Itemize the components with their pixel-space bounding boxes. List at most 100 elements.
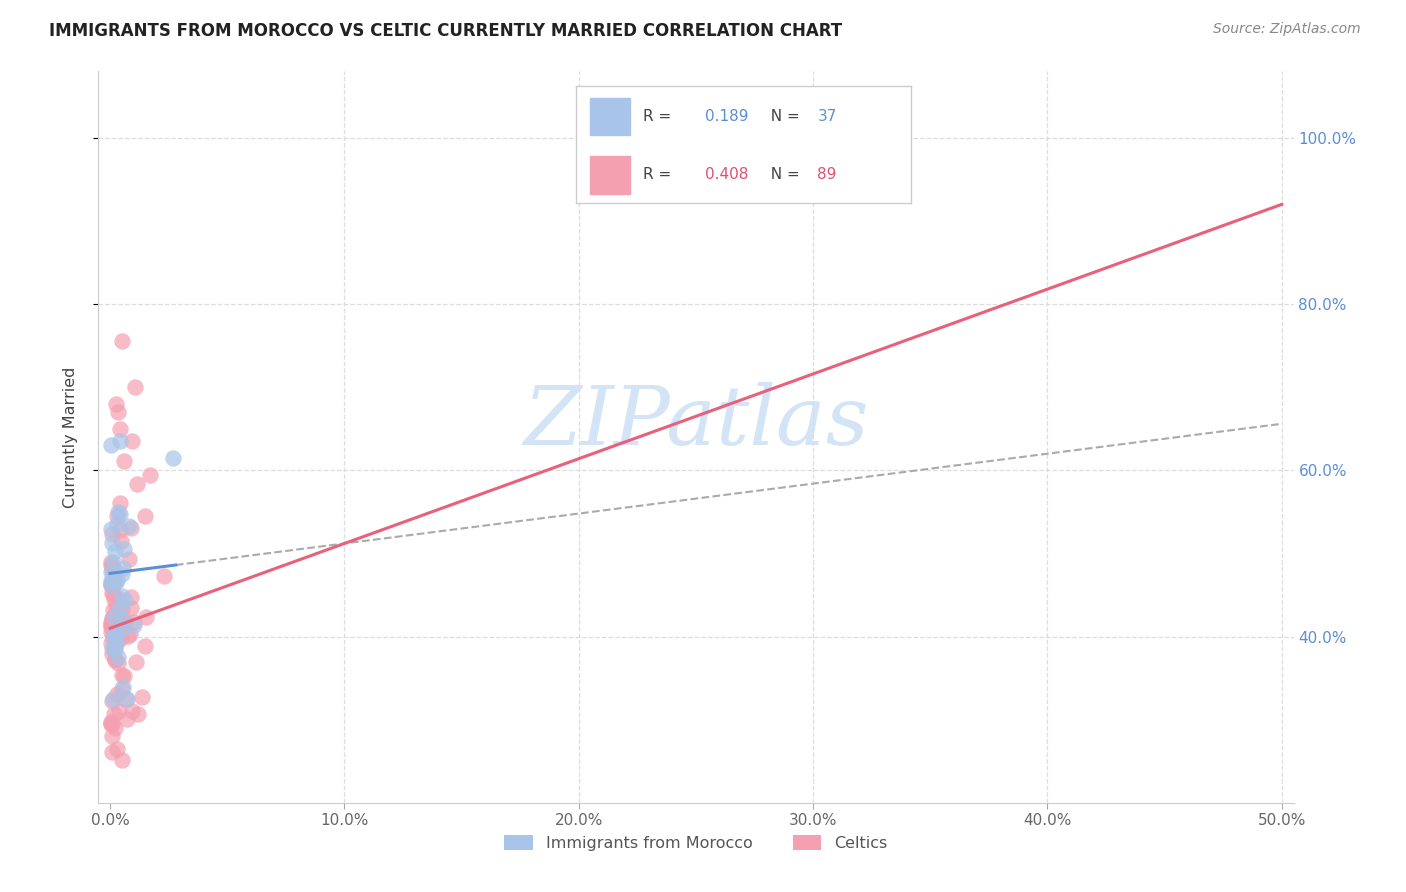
Point [111, 603, 134, 617]
Point [107, 705, 129, 719]
Point [112, 680, 135, 694]
Point [110, 611, 132, 625]
Point [104, 607, 127, 621]
Point [122, 615, 145, 629]
Point [107, 650, 129, 665]
Point [111, 589, 134, 603]
Point [135, 610, 157, 624]
Point [101, 587, 124, 601]
Point [101, 647, 124, 661]
Point [110, 612, 132, 626]
Point [100, 642, 122, 657]
Point [117, 629, 139, 643]
Point [101, 536, 124, 550]
Point [101, 632, 124, 646]
Point [103, 706, 125, 721]
Point [105, 619, 128, 633]
Point [134, 639, 156, 653]
Point [107, 405, 129, 419]
Point [112, 541, 135, 556]
Point [112, 561, 135, 575]
Point [101, 610, 124, 624]
Point [100, 558, 122, 573]
Point [162, 450, 184, 465]
Point [101, 629, 124, 643]
Point [118, 552, 141, 566]
Point [103, 692, 125, 706]
Point [118, 627, 141, 641]
Point [120, 600, 142, 615]
Point [112, 669, 135, 683]
Point [104, 564, 127, 578]
Point [104, 544, 127, 558]
Point [124, 380, 146, 394]
Point [104, 574, 127, 589]
Point [104, 635, 127, 649]
Point [101, 562, 124, 576]
Point [114, 593, 136, 607]
Point [101, 693, 124, 707]
Point [101, 585, 124, 599]
Point [103, 555, 125, 569]
Point [100, 716, 122, 731]
Point [111, 567, 134, 582]
Text: ZIPatlas: ZIPatlas [523, 383, 869, 462]
Point [717, 132, 740, 146]
Point [111, 753, 134, 767]
Point [122, 617, 145, 632]
Point [101, 611, 124, 625]
Point [127, 707, 149, 722]
Point [121, 704, 143, 718]
Point [120, 591, 142, 605]
Point [108, 592, 131, 607]
Point [152, 568, 174, 582]
Point [100, 574, 122, 589]
Point [100, 578, 122, 592]
Point [118, 519, 141, 533]
Y-axis label: Currently Married: Currently Married [63, 367, 77, 508]
Point [101, 745, 124, 759]
Point [100, 715, 122, 730]
Text: Source: ZipAtlas.com: Source: ZipAtlas.com [1213, 22, 1361, 37]
Point [111, 334, 134, 349]
Point [103, 642, 125, 657]
Point [100, 620, 122, 634]
Point [107, 505, 129, 519]
Point [125, 655, 148, 669]
Point [104, 625, 127, 640]
Point [111, 620, 134, 634]
Point [139, 467, 162, 482]
Point [103, 608, 125, 623]
Point [100, 438, 122, 452]
Point [105, 688, 128, 702]
Point [100, 555, 122, 569]
Point [101, 717, 124, 731]
Point [110, 632, 132, 646]
Point [101, 602, 124, 616]
Point [104, 652, 127, 666]
Legend: Immigrants from Morocco, Celtics: Immigrants from Morocco, Celtics [498, 828, 894, 857]
Point [105, 517, 128, 532]
Point [101, 568, 124, 582]
Point [108, 599, 131, 614]
Point [112, 453, 135, 467]
Point [115, 712, 138, 726]
Point [131, 690, 153, 705]
Point [111, 618, 134, 632]
Point [104, 641, 127, 656]
Point [115, 692, 138, 706]
Point [100, 565, 122, 579]
Point [114, 615, 136, 630]
Point [115, 691, 138, 706]
Point [105, 397, 128, 411]
Point [107, 616, 129, 631]
Point [108, 422, 131, 436]
Point [100, 575, 122, 590]
Point [120, 521, 142, 535]
Point [111, 668, 134, 682]
Point [121, 434, 143, 449]
Point [103, 592, 125, 607]
Point [100, 716, 122, 731]
Point [104, 721, 127, 735]
Point [100, 617, 122, 632]
